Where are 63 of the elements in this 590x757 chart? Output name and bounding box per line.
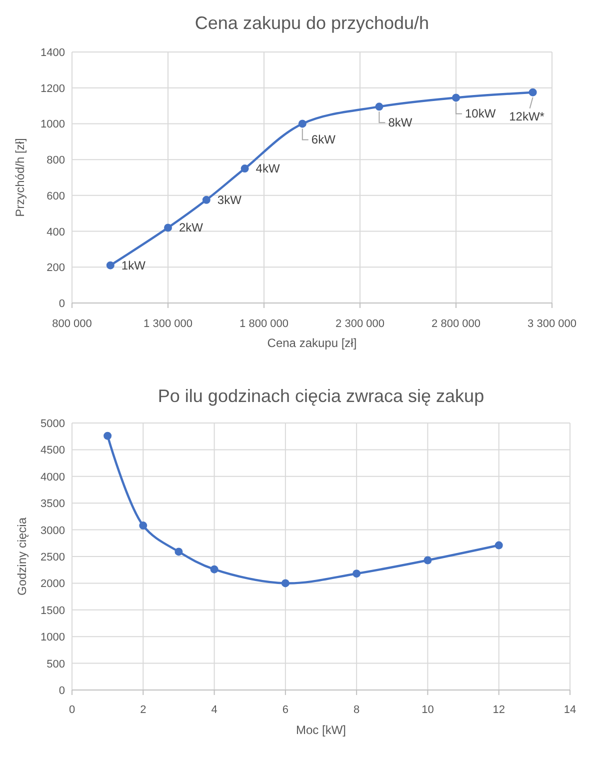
x-tick-label: 2 800 000 bbox=[432, 318, 480, 330]
x-tick-label: 4 bbox=[211, 704, 218, 716]
x-tick-label: 2 300 000 bbox=[336, 318, 384, 330]
y-tick-label: 400 bbox=[46, 226, 65, 238]
y-tick-label: 3500 bbox=[40, 498, 65, 510]
point bbox=[494, 541, 503, 550]
point bbox=[352, 570, 361, 578]
x-tick-label: 1 800 000 bbox=[240, 318, 288, 330]
point bbox=[202, 196, 210, 204]
y-tick-label: 5000 bbox=[40, 418, 65, 430]
point bbox=[210, 565, 218, 574]
y-tick-label: 0 bbox=[58, 298, 65, 310]
y-tick-label: 500 bbox=[46, 658, 65, 670]
annotation: 2kW bbox=[179, 220, 204, 235]
point bbox=[174, 548, 183, 556]
y-tick-label: 4500 bbox=[40, 444, 65, 457]
y-tick-label: 800 bbox=[46, 154, 65, 167]
x-tick-label: 0 bbox=[68, 704, 76, 716]
annotation: 10kW bbox=[465, 106, 496, 121]
chart-title: Po ilu godzinach cięcia zwraca się zakup bbox=[158, 386, 484, 406]
x-tick-label: 3 300 000 bbox=[528, 318, 576, 330]
y-tick-label: 2500 bbox=[40, 552, 65, 564]
point bbox=[139, 522, 148, 530]
y-tick-label: 3000 bbox=[40, 524, 65, 537]
point bbox=[424, 556, 432, 564]
chart-title: Cena zakupu do przychodu/h bbox=[194, 13, 430, 33]
x-tick-label: 2 bbox=[140, 704, 146, 716]
annotation: 3kW bbox=[217, 192, 242, 207]
y-tick-label: 1200 bbox=[40, 82, 65, 95]
annotation: 8kW bbox=[388, 116, 413, 130]
point bbox=[104, 432, 112, 440]
x-tick-label: 8 bbox=[354, 704, 360, 716]
annotation: 4kW bbox=[256, 162, 280, 176]
y-axis-title: Godziny cięcia bbox=[15, 517, 29, 596]
point bbox=[240, 164, 249, 173]
y-axis-title: Przychód/h [zł] bbox=[13, 138, 27, 217]
y-tick-label: 600 bbox=[46, 190, 65, 202]
y-tick-label: 4000 bbox=[40, 471, 65, 484]
x-tick-label: 800 000 bbox=[52, 318, 92, 330]
y-tick-label: 1000 bbox=[40, 118, 65, 131]
x-tick-label: 10 bbox=[422, 704, 434, 716]
y-tick-label: 2000 bbox=[40, 578, 65, 590]
x-axis-title: Cena zakupu [zł] bbox=[267, 336, 357, 350]
y-tick-label: 200 bbox=[46, 262, 65, 274]
point bbox=[375, 102, 384, 111]
x-tick-label: 1 300 000 bbox=[144, 318, 192, 330]
annotation: 6kW bbox=[311, 132, 336, 147]
point bbox=[298, 120, 306, 128]
annotation: 12kW* bbox=[509, 109, 545, 124]
annotation: 1kW bbox=[121, 258, 146, 272]
y-tick-label: 1500 bbox=[40, 604, 65, 617]
point bbox=[164, 224, 172, 232]
y-tick-label: 1000 bbox=[40, 632, 65, 644]
x-tick-label: 12 bbox=[492, 704, 505, 716]
x-tick-label: 14 bbox=[564, 704, 576, 716]
y-tick-label: 0 bbox=[58, 685, 65, 697]
point bbox=[281, 579, 290, 588]
point bbox=[106, 261, 114, 270]
x-axis-title: Moc [kW] bbox=[296, 723, 346, 737]
point bbox=[528, 88, 537, 96]
x-tick-label: 6 bbox=[282, 704, 288, 716]
point bbox=[452, 94, 460, 102]
y-tick-label: 1400 bbox=[40, 47, 65, 59]
